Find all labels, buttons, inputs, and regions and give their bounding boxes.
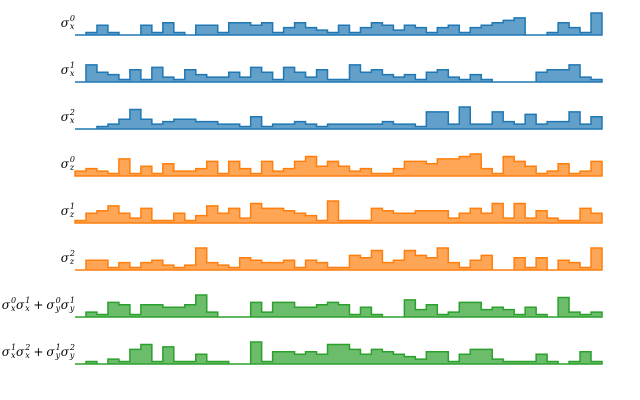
symbol: σ bbox=[60, 251, 69, 265]
superscript: 2 bbox=[69, 249, 75, 258]
superscript: 2 bbox=[25, 343, 31, 352]
subscript: x bbox=[10, 304, 16, 313]
symbol: σ bbox=[60, 204, 69, 218]
subscript: z bbox=[69, 163, 75, 172]
symbol: σ bbox=[60, 110, 69, 124]
step-area bbox=[74, 200, 603, 224]
symbol: σ bbox=[1, 345, 10, 359]
subscript: x bbox=[69, 22, 75, 31]
step-area bbox=[75, 247, 603, 271]
symbol: σ bbox=[60, 157, 69, 171]
operator: + bbox=[33, 345, 44, 359]
operator: + bbox=[33, 298, 44, 312]
superscript: 1 bbox=[69, 202, 75, 211]
subscript: y bbox=[69, 304, 75, 313]
superscript: 1 bbox=[25, 296, 31, 305]
subscript: z bbox=[69, 210, 75, 219]
subscript: x bbox=[69, 69, 75, 78]
subscript: x bbox=[25, 351, 30, 360]
superscript: 2 bbox=[69, 343, 75, 352]
subscript: z bbox=[69, 257, 75, 266]
symbol: σ bbox=[1, 298, 10, 312]
subscript: y bbox=[55, 351, 61, 360]
symbol: σ bbox=[60, 298, 69, 312]
superscript: 0 bbox=[69, 155, 75, 164]
step-area bbox=[74, 153, 603, 177]
subscript: y bbox=[55, 304, 61, 313]
symbol: σ bbox=[46, 345, 55, 359]
symbol: σ bbox=[60, 16, 69, 30]
step-area bbox=[75, 294, 603, 318]
subscript: x bbox=[25, 304, 30, 313]
step-area bbox=[75, 12, 603, 36]
superscript: 1 bbox=[55, 343, 61, 352]
row-label: σ 1 x σ 2 x + σ 1 y σ 2 y bbox=[2, 344, 75, 360]
symbol: σ bbox=[60, 63, 69, 77]
step-area bbox=[75, 64, 603, 83]
subscript: y bbox=[69, 351, 75, 360]
symbol: σ bbox=[46, 298, 55, 312]
superscript: 1 bbox=[69, 61, 75, 70]
symbol: σ bbox=[16, 298, 25, 312]
step-area bbox=[75, 341, 603, 365]
superscript: 1 bbox=[69, 296, 75, 305]
row-label: σ 0 x σ 1 x + σ 0 y σ 1 y bbox=[2, 297, 75, 313]
superscript: 0 bbox=[69, 14, 75, 23]
symbol: σ bbox=[16, 345, 25, 359]
superscript: 0 bbox=[55, 296, 61, 305]
superscript: 2 bbox=[69, 108, 75, 117]
superscript: 0 bbox=[10, 296, 17, 305]
superscript: 1 bbox=[10, 343, 17, 352]
step-area bbox=[75, 106, 603, 130]
subscript: x bbox=[10, 351, 16, 360]
subscript: x bbox=[69, 116, 75, 125]
symbol: σ bbox=[60, 345, 69, 359]
